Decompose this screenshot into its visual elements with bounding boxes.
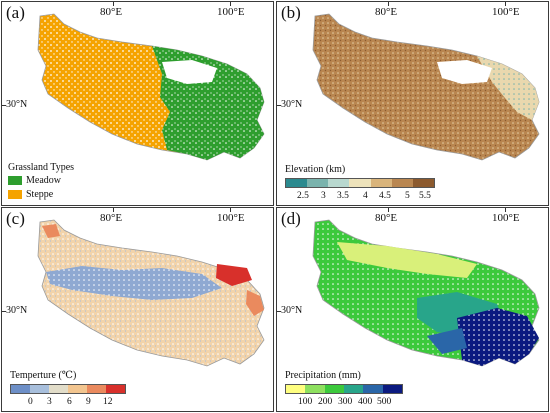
wet-region-band — [427, 328, 467, 354]
colorbar-segment — [328, 179, 350, 187]
colorbar-segment — [11, 385, 30, 393]
colorbar-tick-label: 3 — [321, 191, 326, 201]
warm-region-east — [246, 290, 264, 316]
panel-temperature: (c) 80°E 100°E 30°N Temperture (℃) 0 3 6… — [1, 207, 274, 412]
legend-title-precipitation: Precipitation (mm) — [285, 370, 361, 381]
legend-swatch-steppe — [8, 190, 22, 199]
elevation-map — [312, 13, 540, 161]
cold-region-north — [46, 266, 222, 300]
lat-tick-30 — [277, 105, 281, 106]
colorbar-tick-label: 6 — [67, 397, 72, 407]
colorbar-segment — [324, 385, 344, 393]
panel-label-d: (d) — [281, 209, 301, 228]
colorbar-segment — [307, 179, 329, 187]
dry-region-north — [337, 242, 477, 278]
colorbar-tick-label: 200 — [318, 397, 333, 407]
lat-tick-30 — [2, 311, 6, 312]
colorbar-segment — [106, 385, 125, 393]
wet-region-southeast — [457, 308, 539, 366]
lon-tick-80 — [113, 208, 114, 212]
colorbar-segment — [363, 385, 383, 393]
panel-label-b: (b) — [281, 3, 301, 22]
lon-tick-100 — [505, 2, 506, 6]
legend-title-elevation: Elevation (km) — [285, 164, 346, 175]
lon-label-100: 100°E — [217, 6, 245, 18]
colorbar-tick-label: 0 — [28, 397, 33, 407]
colorbar-segment — [305, 385, 325, 393]
lat-tick-30 — [2, 105, 6, 106]
colorbar-segment — [49, 385, 68, 393]
lat-label-30: 30°N — [6, 99, 28, 110]
colorbar-segment — [382, 385, 402, 393]
colorbar-tick-label: 300 — [338, 397, 353, 407]
colorbar-segment — [391, 179, 413, 187]
panel-label-c: (c) — [6, 209, 25, 228]
colorbar-tick-label: 3 — [47, 397, 52, 407]
warm-region-northeast — [216, 264, 252, 286]
lon-tick-80 — [388, 2, 389, 6]
panel-precipitation: (d) 80°E 100°E 30°N Precipitation (mm) 1… — [276, 207, 549, 412]
colorbar-tick-label: 4.5 — [379, 191, 391, 201]
colorbar-tick-label: 400 — [358, 397, 373, 407]
plateau-outline — [312, 13, 540, 161]
lon-tick-100 — [230, 208, 231, 212]
lon-tick-100 — [230, 2, 231, 6]
lon-label-80: 80°E — [375, 212, 398, 224]
colorbar-tick-label: 2.5 — [297, 191, 309, 201]
colorbar-precipitation — [285, 384, 403, 394]
colorbar-segment — [349, 179, 371, 187]
lat-label-30: 30°N — [281, 305, 303, 316]
colorbar-tick-label: 9 — [86, 397, 91, 407]
lon-label-80: 80°E — [100, 6, 123, 18]
colorbar-segment — [286, 179, 308, 187]
colorbar-segment — [87, 385, 106, 393]
colorbar-tick-label: 100 — [298, 397, 313, 407]
lon-label-100: 100°E — [217, 212, 245, 224]
empty-region-north — [437, 60, 492, 84]
panel-elevation: (b) 80°E 100°E 30°N Elevation (km) 2.5 3… — [276, 1, 549, 206]
lon-label-80: 80°E — [375, 6, 398, 18]
legend-label-meadow: Meadow — [26, 175, 61, 186]
lat-label-30: 30°N — [6, 305, 28, 316]
colorbar-segment — [343, 385, 364, 393]
lon-label-100: 100°E — [492, 6, 520, 18]
colorbar-tick-label: 12 — [103, 397, 113, 407]
legend-title-temperature: Temperture (℃) — [10, 370, 77, 381]
panel-label-a: (a) — [6, 3, 25, 22]
colorbar-tick-label: 5.5 — [419, 191, 431, 201]
colorbar-tick-label: 4 — [363, 191, 368, 201]
grassland-map — [37, 13, 265, 161]
colorbar-tick-label: 5 — [405, 191, 410, 201]
lon-tick-80 — [388, 208, 389, 212]
precipitation-map — [312, 219, 540, 367]
lon-label-100: 100°E — [492, 212, 520, 224]
lat-tick-30 — [277, 311, 281, 312]
temperature-map — [37, 219, 265, 367]
colorbar-segment — [30, 385, 49, 393]
panel-grassland-types: (a) 80°E 100°E 30°N Grassland Types Mead… — [1, 1, 274, 206]
low-elevation-east — [477, 56, 539, 120]
legend-swatch-meadow — [8, 176, 22, 185]
legend-label-steppe: Steppe — [26, 189, 54, 200]
colorbar-segment — [412, 179, 434, 187]
colorbar-segment — [68, 385, 87, 393]
colorbar-segment — [286, 385, 306, 393]
colorbar-segment — [370, 179, 392, 187]
warm-region-west — [42, 224, 60, 238]
colorbar-tick-label: 500 — [377, 397, 392, 407]
lat-label-30: 30°N — [281, 99, 303, 110]
empty-region-north — [162, 60, 217, 84]
legend-title-grassland: Grassland Types — [8, 162, 75, 173]
lon-tick-80 — [113, 2, 114, 6]
colorbar-tick-label: 3.5 — [337, 191, 349, 201]
colorbar-temperature — [10, 384, 126, 394]
lon-tick-100 — [505, 208, 506, 212]
lon-label-80: 80°E — [100, 212, 123, 224]
colorbar-elevation — [285, 178, 435, 188]
